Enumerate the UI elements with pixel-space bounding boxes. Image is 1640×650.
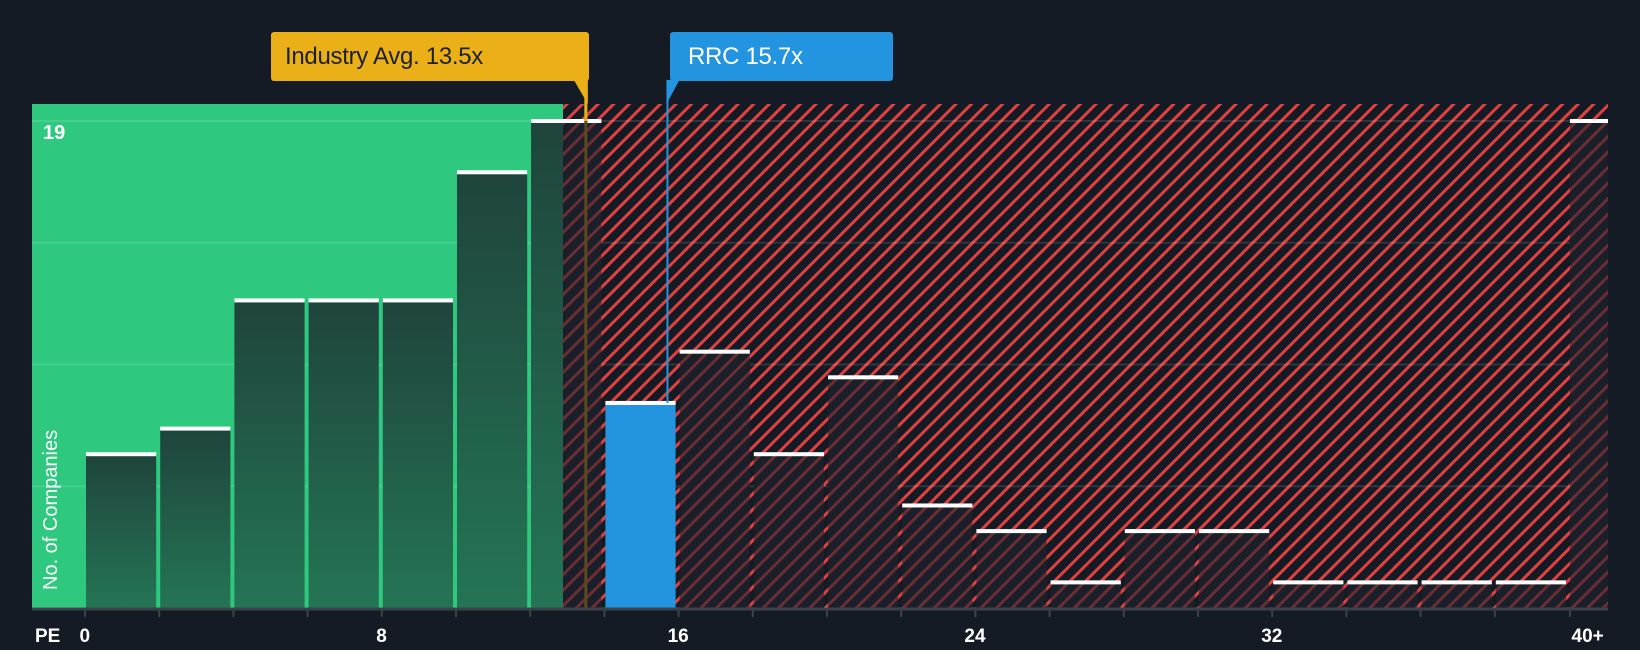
histogram-bar[interactable] [828,377,899,608]
histogram-bar[interactable] [902,505,973,608]
x-tick-label: 0 [79,626,91,647]
bar-cap [753,452,824,457]
bar-cap [828,375,899,380]
y-axis-title: No. of Companies [40,429,62,590]
x-tick-label: 32 [1261,626,1283,647]
histogram-bar[interactable] [308,300,379,608]
industry-average-callout: Industry Avg. 13.5x [271,32,589,81]
y-max-label: 19 [43,122,66,144]
histogram-bar[interactable] [1050,582,1121,608]
histogram-bar[interactable] [1273,582,1344,608]
bar-cap [1495,580,1566,585]
bar-cap [902,503,973,508]
bar-cap [160,426,231,431]
histogram-bar[interactable] [605,402,676,608]
bar-cap [86,452,157,457]
histogram-bar[interactable] [679,351,750,608]
histogram-bar[interactable] [234,300,305,608]
x-tick-label: 40+ [1571,626,1604,647]
company-callout-pointer [666,80,680,104]
bar-cap [1050,580,1121,585]
x-tick-label: 8 [376,626,387,647]
x-tick-label: 16 [667,626,689,647]
histogram-bar[interactable] [1347,582,1418,608]
bar-cap [531,119,602,123]
company-pe-label: RRC 15.7x [688,43,803,70]
bar-cap [1570,119,1608,123]
bar-cap [1199,529,1270,534]
bar-cap [605,400,676,405]
bar-cap [457,170,528,175]
bar-cap [1421,580,1492,585]
bar-cap [976,529,1047,534]
bar-cap [382,298,453,303]
x-axis-title: PE [35,626,61,647]
bar-cap [234,298,305,303]
histogram-bar[interactable] [382,300,453,608]
histogram-bar[interactable] [160,428,231,608]
bar-cap [1347,580,1418,585]
x-tick-label: 24 [964,626,986,647]
industry-average-label: Industry Avg. 13.5x [285,43,483,70]
histogram-bar[interactable] [753,454,824,608]
histogram-bar[interactable] [1421,582,1492,608]
industry-callout-pointer [573,80,588,104]
company-pe-callout: RRC 15.7x [670,32,893,81]
histogram-bar[interactable] [976,531,1047,608]
bar-cap [1273,580,1344,585]
histogram-bar[interactable] [1124,531,1195,608]
bar-cap [1124,529,1195,534]
plot-area [32,80,1608,617]
histogram-bar-segment [531,121,563,608]
bar-cap [679,349,750,354]
histogram-bar[interactable] [1570,121,1608,608]
bar-cap [308,298,379,303]
histogram-bar[interactable] [1495,582,1566,608]
histogram-bar[interactable] [1199,531,1270,608]
histogram-bar[interactable] [86,454,157,608]
histogram-bar[interactable] [457,172,528,608]
